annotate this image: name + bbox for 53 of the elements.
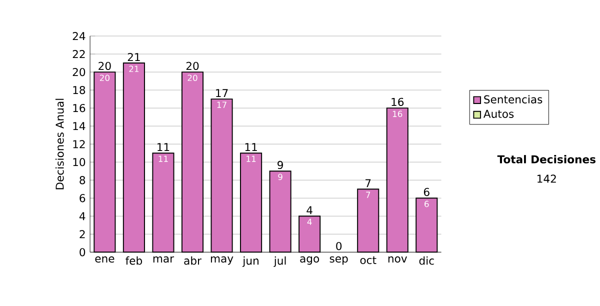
data-label: 11 (246, 156, 256, 162)
x-tick-label: may (210, 256, 234, 265)
y-tick-label: 18 (73, 86, 86, 94)
total-label: 4 (306, 206, 312, 214)
total-label: 9 (278, 160, 283, 169)
total-label: 11 (245, 143, 257, 151)
x-tick-label: jul (274, 256, 286, 267)
x-tick-label: ago (300, 256, 320, 265)
total-label: 20 (186, 62, 199, 70)
y-tick-label: 20 (72, 68, 86, 76)
x-tick-label: oct (360, 256, 376, 264)
y-tick-label: 6 (80, 194, 86, 202)
total-label: 16 (392, 98, 404, 106)
total-label: 11 (158, 143, 170, 151)
y-tick-label: 0 (80, 248, 86, 256)
text: 142 (538, 174, 556, 183)
total-label: 21 (128, 52, 140, 61)
total-label: 20 (98, 62, 111, 70)
data-label: 9 (278, 174, 282, 180)
x-tick-label: ene (95, 256, 114, 263)
y-axis-title: Decisiones Anual (55, 98, 64, 190)
y-tick-label: 14 (73, 122, 86, 130)
y-tick-label: 24 (72, 32, 86, 40)
x-tick-label: dic (419, 256, 434, 265)
x-tick-label: jun (242, 256, 258, 267)
data-label: 11 (158, 156, 168, 162)
y-tick-label: 4 (79, 212, 86, 220)
x-tick-label: abr (184, 256, 202, 265)
total-label: 7 (366, 179, 371, 187)
legend-label: Autos (483, 110, 514, 118)
y-tick-label: 12 (73, 140, 85, 148)
y-tick-label: 10 (73, 158, 86, 166)
text: Total Decisiones (497, 154, 596, 164)
total-label: 17 (216, 89, 228, 97)
y-tick-label: 22 (72, 50, 85, 58)
data-label: 20 (100, 74, 110, 81)
y-tick-label: 16 (73, 104, 86, 112)
data-label: 4 (307, 218, 312, 225)
data-label: 7 (366, 192, 370, 198)
total-label: 6 (424, 188, 430, 196)
x-tick-label: mar (153, 256, 174, 263)
legend-label: Sentencias (484, 95, 542, 104)
x-tick-label: feb (126, 256, 142, 265)
x-tick-label: sep (330, 256, 348, 265)
data-label: 6 (424, 200, 429, 208)
y-tick-label: 8 (80, 176, 86, 184)
y-tick-label: 2 (80, 230, 85, 238)
x-tick-label: nov (388, 256, 407, 263)
total-label: 0 (336, 242, 342, 250)
data-label: 21 (129, 66, 139, 72)
data-label: 20 (188, 74, 198, 81)
data-label: 16 (392, 110, 402, 117)
data-label: 17 (217, 102, 226, 108)
